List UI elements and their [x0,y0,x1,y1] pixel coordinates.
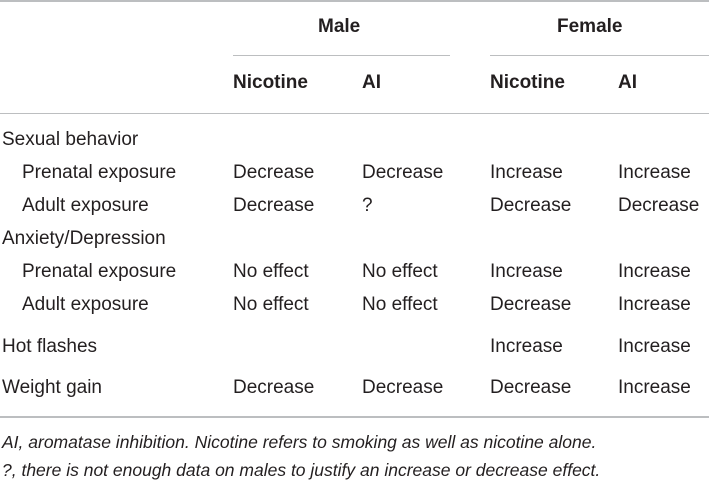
column-header-female-nicotine: Nicotine [490,72,565,93]
bottom-rule [0,416,709,418]
table-cell: No effect [233,261,309,282]
row-label: Anxiety/Depression [2,228,166,249]
table-cell: Increase [490,162,563,183]
table-cell: Decrease [233,377,315,398]
table-cell: Decrease [362,377,444,398]
table-cell: No effect [362,294,438,315]
table-cell: Increase [490,336,563,357]
table-cell: Increase [618,261,691,282]
column-header-male-nicotine: Nicotine [233,72,308,93]
footnote-aromatase: AI, aromatase inhibition. Nicotine refer… [2,432,597,452]
table-cell: Increase [618,294,691,315]
table-cell: Increase [618,336,691,357]
table-cell: Decrease [233,195,315,216]
group-header-female: Female [557,16,623,37]
table-cell: No effect [233,294,309,315]
table-cell: ? [362,195,373,216]
table-cell: Increase [618,162,691,183]
row-label: Prenatal exposure [22,261,177,282]
table-cell: Decrease [490,377,572,398]
table-cell: Decrease [490,294,572,315]
table-cell: Decrease [362,162,444,183]
row-label: Adult exposure [22,195,149,216]
row-label: Weight gain [2,377,102,398]
male-group-rule [233,55,450,56]
column-header-male-ai: AI [362,72,381,93]
row-label: Sexual behavior [2,129,139,150]
table-cell: Decrease [233,162,315,183]
column-header-female-ai: AI [618,72,637,93]
row-label: Prenatal exposure [22,162,177,183]
header-rule [0,113,709,114]
table-cell: Decrease [490,195,572,216]
group-header-male: Male [318,16,361,37]
row-label: Hot flashes [2,336,98,357]
top-rule [0,0,709,2]
female-group-rule [490,55,709,56]
row-label: Adult exposure [22,294,149,315]
footnote-question-mark: ?, there is not enough data on males to … [2,460,601,480]
table-cell: No effect [362,261,438,282]
table-cell: Increase [490,261,563,282]
table-cell: Increase [618,377,691,398]
table-cell: Decrease [618,195,700,216]
